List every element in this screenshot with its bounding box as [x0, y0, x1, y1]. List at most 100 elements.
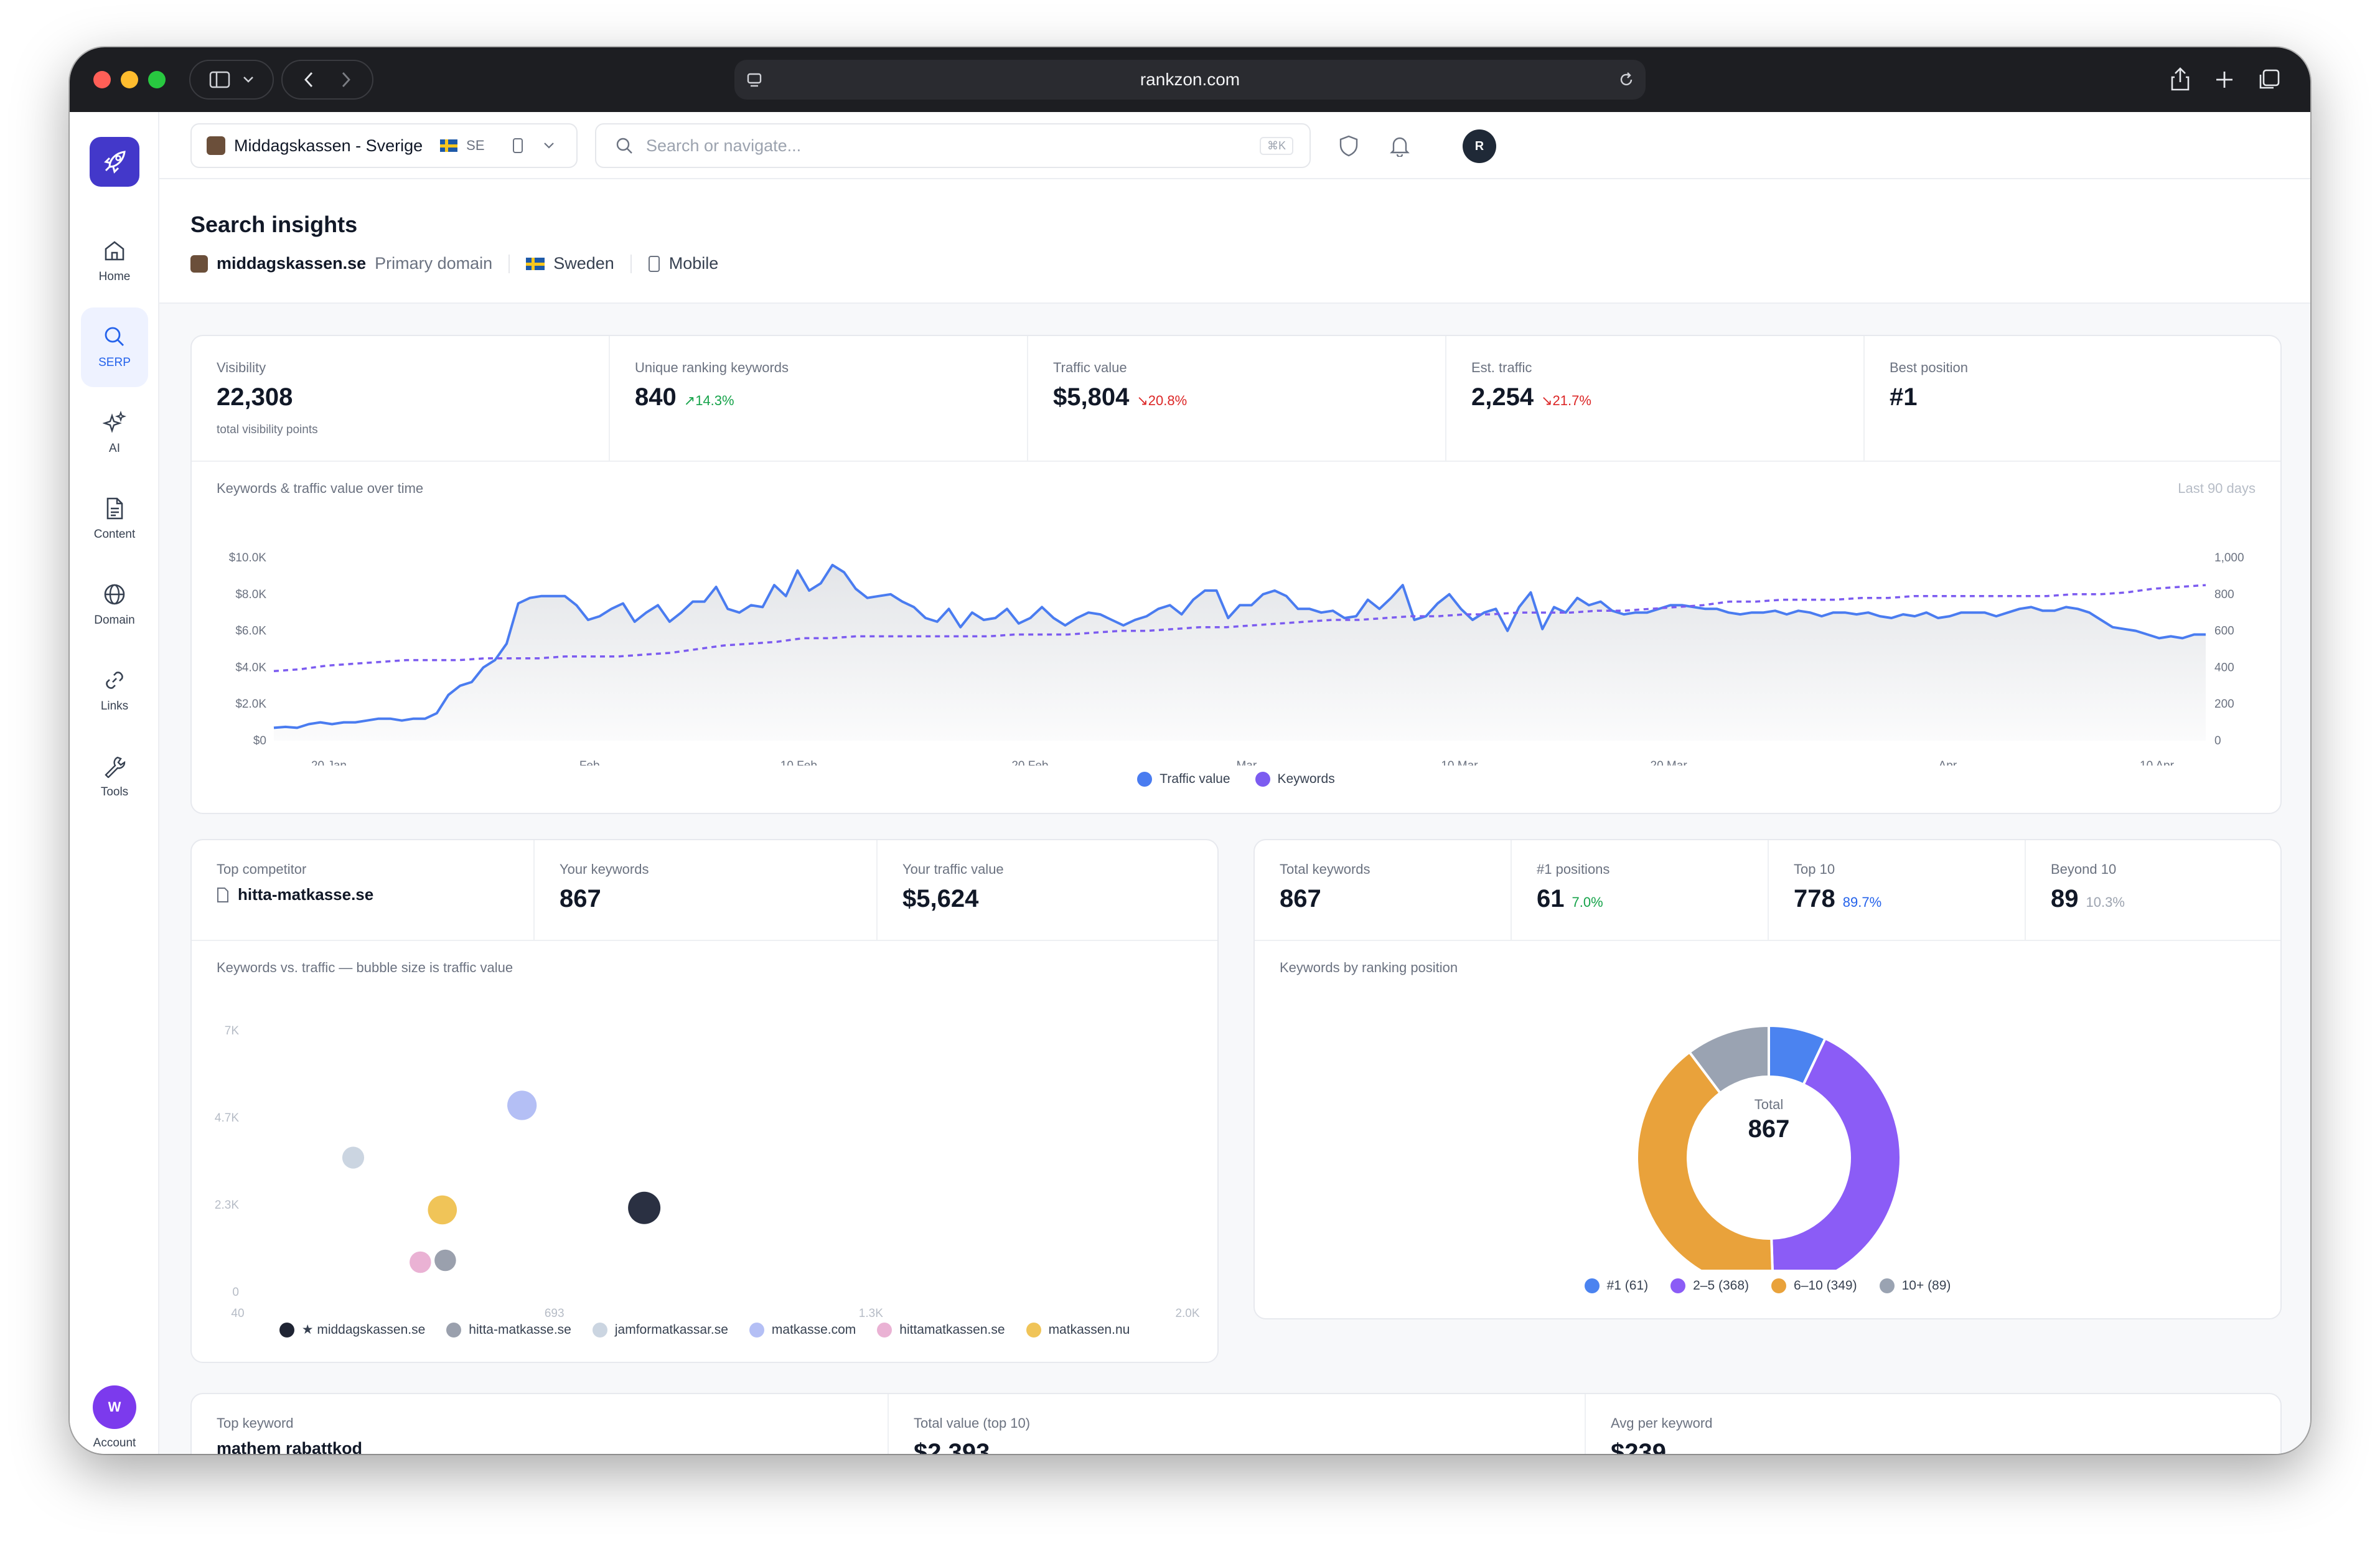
main-content: Middagskassen - Sverige SE Search or nav… [159, 112, 2310, 1454]
stat-traffic-value: Traffic value $5,804 ↘20.8% [1028, 336, 1446, 461]
legend-traffic-value: Traffic value [1137, 772, 1230, 787]
stat-value: $5,804 [1053, 383, 1130, 411]
page-header: Search insights middagskassen.se Primary… [159, 179, 2310, 304]
country-code: SE [466, 138, 485, 153]
project-selector[interactable]: Middagskassen - Sverige SE [190, 123, 578, 168]
domain-favicon [190, 255, 208, 273]
stat-change-down: ↘20.8% [1136, 393, 1188, 408]
sidebar-toggle-button[interactable] [189, 60, 274, 100]
stat-label: Top competitor [217, 861, 307, 877]
nav-ai[interactable]: AI [81, 393, 148, 473]
x-axis-tick: 20 Jan [311, 759, 347, 766]
page-meta: middagskassen.se Primary domain Sweden M… [190, 254, 718, 273]
overview-card: Visibility 22,308 total visibility point… [190, 335, 2282, 814]
x-axis-tick: 40 [231, 1307, 244, 1319]
browser-titlebar: rankzon.com [70, 47, 2310, 112]
url-text: rankzon.com [1140, 70, 1240, 89]
keyword-value-card: Top keyword mathem rabattkod Total value… [190, 1393, 2282, 1454]
x-axis-tick: 2.0K [1175, 1307, 1199, 1319]
ranking-donut-chart [1636, 1024, 1902, 1270]
user-avatar[interactable]: R [1463, 129, 1496, 163]
x-axis-tick: 10 Feb [780, 759, 817, 766]
page-menu-icon[interactable] [746, 71, 763, 88]
bubble-chart: 7K 4.7K 2.3K 0 40 693 1.3K 2.0K [215, 1024, 1200, 1319]
timeline-range: Last 90 days [2178, 480, 2256, 496]
search-placeholder: Search or navigate... [646, 136, 802, 155]
bubble-hitta-matkasse-se [434, 1249, 456, 1272]
stat-value: 867 [560, 885, 601, 912]
y-axis-tick: 0 [232, 1286, 239, 1299]
project-favicon [207, 136, 225, 155]
y-axis-left-tick: $2.0K [235, 698, 266, 711]
forward-icon[interactable] [341, 72, 351, 88]
donut-center-value: 867 [1748, 1115, 1790, 1143]
legend-label: hitta-matkasse.se [469, 1322, 571, 1337]
timeline-chart: $10.0K $8.0K $6.0K $4.0K $2.0K $0 1,000 800 600 4… [229, 551, 2244, 766]
shield-icon[interactable] [1338, 134, 1359, 157]
tab-overview-icon[interactable] [2258, 68, 2280, 91]
stat-label: Visibility [217, 360, 266, 375]
share-icon[interactable] [2170, 66, 2191, 92]
minimize-window-button[interactable] [121, 71, 138, 88]
stat-beyond-10: Beyond 10 89 10.3% [2026, 840, 2280, 940]
document-icon [106, 497, 123, 520]
legend-label: 6–10 (349) [1794, 1278, 1857, 1293]
address-bar[interactable]: rankzon.com [734, 60, 1646, 100]
nav-domain[interactable]: Domain [81, 565, 148, 645]
nav-content-label: Content [93, 528, 136, 541]
timeline-legend: Traffic value Keywords [192, 772, 2280, 787]
stat-sub: total visibility points [217, 423, 318, 436]
stat-value: 778 [1794, 885, 1835, 912]
donut-center: Total 867 [1707, 1097, 1831, 1143]
nav-home[interactable]: Home [81, 222, 148, 301]
nav-links[interactable]: Links [81, 651, 148, 731]
nav-domain-label: Domain [94, 614, 135, 627]
legend-label: hittamatkassen.se [899, 1322, 1005, 1337]
stat-top-keyword: Top keyword mathem rabattkod [192, 1394, 889, 1454]
account-initial: W [108, 1399, 121, 1415]
reload-icon[interactable] [1618, 72, 1634, 88]
nav-tools[interactable]: Tools [81, 737, 148, 817]
y-axis-right-tick: 600 [2214, 625, 2234, 638]
stat-pct: 7.0% [1572, 894, 1603, 910]
bell-icon[interactable] [1389, 134, 1410, 157]
donut-legend: #1 (61) 2–5 (368) 6–10 (349) 10+ (89) [1255, 1278, 2280, 1293]
stat-label: Your traffic value [902, 861, 1004, 877]
legend-item: hittamatkassen.se [877, 1322, 1005, 1338]
x-axis-tick: Mar [1236, 759, 1257, 766]
donut-chart-title: Keywords by ranking position [1280, 960, 1458, 975]
nav-serp[interactable]: SERP [81, 307, 148, 387]
stat-value: #1 [1890, 383, 1918, 411]
rocket-icon [104, 151, 126, 174]
new-tab-icon[interactable] [2214, 70, 2234, 90]
zoom-window-button[interactable] [148, 71, 166, 88]
nav-content[interactable]: Content [81, 479, 148, 559]
back-icon[interactable] [304, 72, 314, 88]
stat-visibility: Visibility 22,308 total visibility point… [192, 336, 610, 461]
sidebar-icon [209, 71, 230, 88]
y-axis-tick: 4.7K [215, 1112, 239, 1125]
timeline-title: Keywords & traffic value over time [217, 480, 424, 496]
search-icon [616, 138, 632, 154]
y-axis-right-tick: 1,000 [2214, 551, 2244, 565]
divider [192, 461, 2280, 462]
account-button[interactable]: W Account [81, 1385, 148, 1454]
stat-your-keywords: Your keywords 867 [535, 840, 878, 940]
competitor-row[interactable]: hitta-matkasse.se [217, 885, 373, 904]
stat-label: Best position [1890, 360, 1968, 375]
x-axis-tick: 10 Apr [2140, 759, 2175, 766]
home-icon [105, 241, 124, 261]
y-axis-left-tick: $0 [253, 734, 266, 747]
divider [192, 940, 1217, 941]
close-window-button[interactable] [93, 71, 111, 88]
search-input[interactable]: Search or navigate... ⌘K [595, 123, 1311, 168]
link-icon [106, 672, 123, 689]
project-name: Middagskassen - Sverige [234, 136, 423, 155]
nav-tools-label: Tools [100, 785, 129, 799]
stat-value-row: 61 7.0% [1537, 885, 1603, 913]
stat-value: mathem rabattkod [217, 1439, 363, 1454]
donut-slice-2 [1636, 1050, 1774, 1270]
y-axis-left-tick: $10.0K [229, 551, 267, 565]
competitors-card: Top competitor hitta-matkasse.se Your ke… [190, 839, 1219, 1363]
app-logo[interactable] [90, 137, 139, 187]
